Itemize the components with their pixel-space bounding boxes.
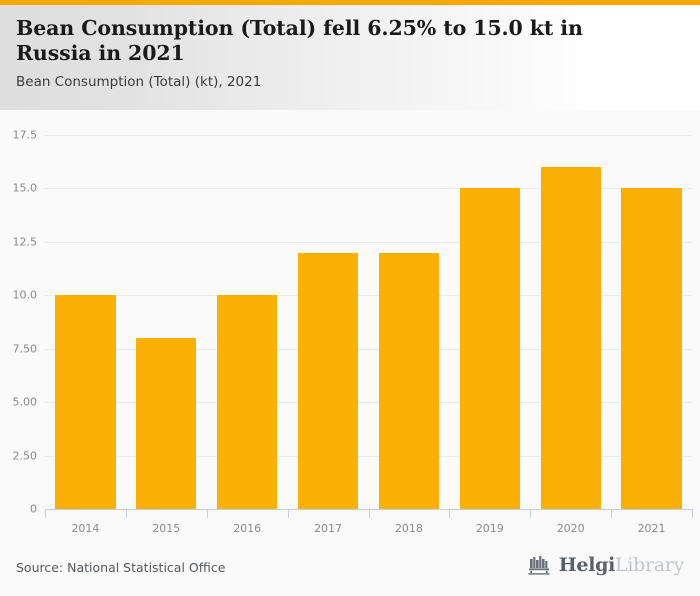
y-gridline xyxy=(45,295,692,297)
bar-2020[interactable] xyxy=(540,167,601,509)
x-axis-tick-mark xyxy=(692,509,693,518)
logo-library-text: Library xyxy=(615,553,684,576)
y-axis-tick-label: 10.0 xyxy=(12,288,38,302)
y-gridline xyxy=(45,188,692,190)
library-books-icon xyxy=(528,556,550,575)
y-gridline xyxy=(45,455,692,457)
bar-2016[interactable] xyxy=(217,295,278,509)
bar-2015[interactable] xyxy=(136,338,197,509)
x-axis-tick-label: 2018 xyxy=(394,522,423,535)
y-gridline xyxy=(45,402,692,404)
x-axis-tick-mark xyxy=(126,509,127,518)
x-axis-tick-mark xyxy=(207,509,208,518)
y-axis-tick-label: 0 xyxy=(30,502,37,516)
bar-2017[interactable] xyxy=(297,252,359,509)
x-axis-tick-label: 2014 xyxy=(71,522,100,535)
x-axis-tick-label: 2019 xyxy=(475,522,504,535)
bar-2018[interactable] xyxy=(378,252,440,509)
x-axis-tick-label: 2015 xyxy=(152,522,181,535)
x-axis-tick-label: 2020 xyxy=(556,522,585,535)
bar-chart: 0 2.50 5.00 7.50 10.0 12.5 15.0 17.5 2014 2015 201… xyxy=(0,110,700,544)
logo-wordmark: HelgiLibrary xyxy=(558,553,685,576)
x-axis-tick-mark xyxy=(369,509,370,518)
x-axis-tick-mark xyxy=(611,509,612,518)
source-note: Source: National Statistical Office xyxy=(16,560,226,575)
x-axis-tick-mark xyxy=(45,509,46,518)
y-axis-tick-label: 15.0 xyxy=(12,181,38,195)
logo-helgi-text: Helgi xyxy=(558,553,616,576)
y-axis-tick-label: 17.5 xyxy=(12,128,38,142)
chart-plot-area: 0 2.50 5.00 7.50 10.0 12.5 15.0 17.5 2014 2015 201… xyxy=(0,110,700,544)
x-axis-tick-mark xyxy=(530,509,531,518)
bar-2019[interactable] xyxy=(459,188,520,509)
x-axis-tick-mark xyxy=(288,509,289,518)
helgi-library-logo[interactable]: HelgiLibrary xyxy=(528,555,684,575)
bar-2014[interactable] xyxy=(55,295,116,509)
x-axis-tick-label: 2016 xyxy=(233,522,262,535)
x-axis-tick-mark xyxy=(449,509,450,518)
x-axis-tick-label: 2017 xyxy=(314,522,343,535)
y-gridline xyxy=(45,135,692,136)
y-gridline xyxy=(45,348,692,350)
y-axis-tick-label: 7.50 xyxy=(12,342,38,356)
y-gridline xyxy=(45,241,692,243)
y-axis-tick-label: 12.5 xyxy=(12,235,38,249)
y-axis-tick-label: 2.50 xyxy=(12,449,38,463)
x-axis-line xyxy=(45,509,692,510)
bar-2021[interactable] xyxy=(621,188,682,509)
chart-footer: Source: National Statistical Office Helg… xyxy=(0,544,700,596)
top-accent-bar xyxy=(0,0,700,5)
page-title: Bean Consumption (Total) fell 6.25% to 1… xyxy=(16,16,583,65)
chart-subtitle: Bean Consumption (Total) (kt), 2021 xyxy=(16,74,262,90)
y-axis-tick-label: 5.00 xyxy=(12,395,38,409)
x-axis-tick-label: 2021 xyxy=(637,522,666,535)
chart-header: Bean Consumption (Total) fell 6.25% to 1… xyxy=(0,5,700,110)
